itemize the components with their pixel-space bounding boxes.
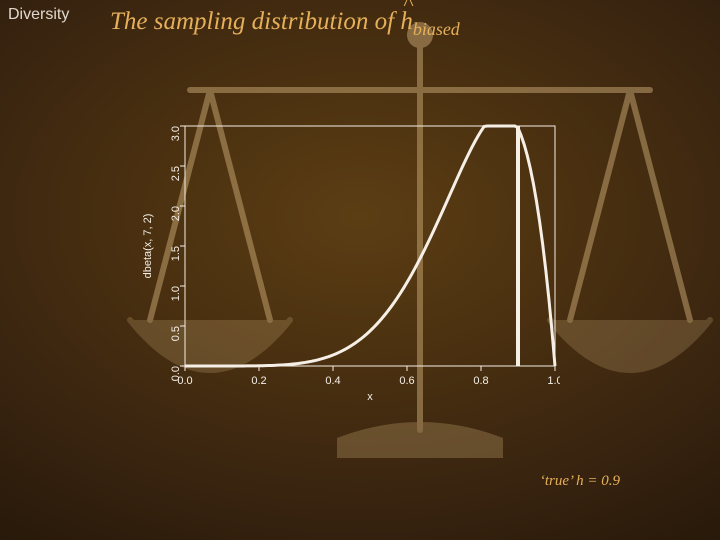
svg-text:0.0: 0.0	[170, 366, 182, 381]
svg-text:dbeta(x, 7, 2): dbeta(x, 7, 2)	[142, 214, 154, 279]
title-prefix: The sampling distribution of	[110, 8, 400, 35]
caption-prefix: ‘true’	[540, 473, 576, 489]
svg-text:x: x	[367, 391, 373, 403]
true-h-caption: ‘true’ h = 0.9	[540, 473, 620, 490]
title-subscript: biased	[413, 19, 460, 39]
svg-text:1.0: 1.0	[547, 375, 560, 387]
density-plot: 0.00.20.40.60.81.0x0.00.51.01.52.02.53.0…	[130, 120, 560, 410]
svg-text:2.0: 2.0	[170, 206, 182, 221]
slide-category-label: Diversity	[8, 6, 69, 24]
svg-text:1.0: 1.0	[170, 286, 182, 301]
caption-symbol: h	[576, 473, 584, 489]
svg-text:2.5: 2.5	[170, 166, 182, 181]
title-symbol-h-hat: h	[400, 8, 413, 36]
svg-text:0.8: 0.8	[473, 375, 488, 387]
svg-text:0.5: 0.5	[170, 326, 182, 341]
svg-text:3.0: 3.0	[170, 126, 182, 141]
svg-text:0.4: 0.4	[325, 375, 340, 387]
svg-text:1.5: 1.5	[170, 246, 182, 261]
svg-text:0.2: 0.2	[251, 375, 266, 387]
slide-title: The sampling distribution of hbiased	[110, 8, 460, 40]
caption-value: = 0.9	[584, 473, 620, 489]
svg-text:0.6: 0.6	[399, 375, 414, 387]
